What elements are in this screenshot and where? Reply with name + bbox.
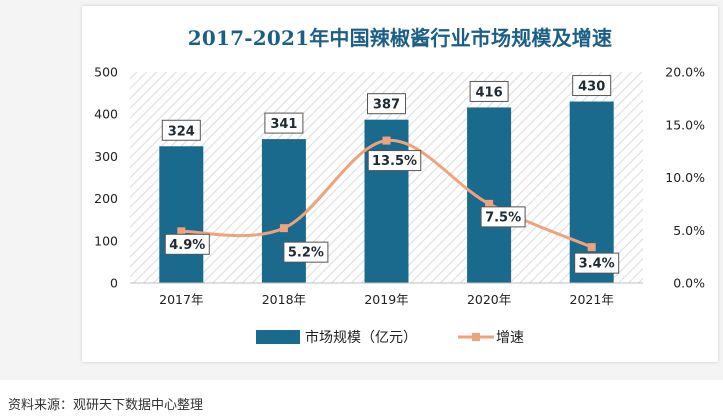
- rate-marker: [279, 224, 288, 233]
- rate-label-box: [480, 206, 526, 228]
- y-right-tick-label: 5.0%: [673, 223, 705, 238]
- y-left-tick-label: 0: [110, 276, 118, 291]
- y-right-tick-label: 10.0%: [665, 170, 705, 185]
- x-tick-label: 2017年: [159, 292, 203, 307]
- rate-label-box: [574, 252, 620, 274]
- rate-label-box: [283, 241, 329, 263]
- y-left-tick-label: 400: [94, 107, 118, 122]
- y-left-tick-label: 100: [94, 233, 118, 248]
- y-left-tick-label: 300: [94, 149, 118, 164]
- legend: 市场规模（亿元） 增速: [256, 329, 524, 346]
- y-left-tick-label: 200: [94, 191, 118, 206]
- legend-rate-marker: [472, 333, 480, 341]
- y-right-tick-label: 15.0%: [665, 117, 705, 132]
- bar-value-label: 387: [373, 98, 400, 113]
- rate-marker: [587, 243, 596, 252]
- x-tick-label: 2019年: [364, 292, 408, 307]
- bar-label-box: [469, 80, 509, 102]
- bar-value-label: 416: [476, 85, 503, 100]
- rate-marker: [382, 136, 391, 145]
- source-note: 资料来源：观研天下数据中心整理: [8, 398, 204, 413]
- bar-label-box: [161, 119, 201, 141]
- x-tick-label: 2020年: [467, 292, 511, 307]
- bar-label-box: [572, 75, 612, 97]
- legend-bar-swatch: [256, 330, 300, 344]
- x-tick-label: 2021年: [570, 292, 614, 307]
- rate-label-box: [164, 233, 210, 255]
- bar: [159, 146, 204, 283]
- rate-value-label: 13.5%: [372, 154, 417, 169]
- chart-title: 2017-2021年中国辣椒酱行业市场规模及增速: [187, 26, 613, 50]
- y-right-tick-label: 20.0%: [665, 65, 705, 80]
- bar-label-box: [264, 112, 304, 134]
- y-left-tick-label: 500: [94, 65, 118, 80]
- rate-value-label: 4.9%: [169, 238, 205, 253]
- rate-marker: [177, 227, 186, 236]
- bar-value-label: 324: [168, 124, 195, 139]
- rate-value-label: 7.5%: [485, 210, 521, 225]
- rate-value-label: 3.4%: [579, 257, 615, 272]
- rate-label-box: [367, 150, 422, 172]
- rate-value-label: 5.2%: [288, 246, 324, 261]
- rate-marker: [485, 199, 494, 208]
- legend-rate-label: 增速: [496, 330, 524, 346]
- y-right-tick-label: 0.0%: [673, 276, 705, 291]
- bar-label-box: [367, 93, 406, 115]
- bar-value-label: 430: [578, 80, 605, 95]
- bar-value-label: 341: [270, 117, 297, 132]
- legend-bar-label: 市场规模（亿元）: [305, 329, 417, 346]
- x-tick-label: 2018年: [262, 292, 306, 307]
